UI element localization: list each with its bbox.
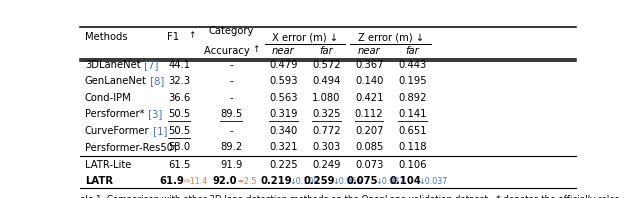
Text: 61.5: 61.5 — [168, 160, 190, 169]
Text: 0.249: 0.249 — [312, 160, 340, 169]
Text: far: far — [406, 46, 419, 56]
Text: ✒2.5: ✒2.5 — [237, 176, 257, 186]
Text: 0.340: 0.340 — [269, 126, 298, 136]
Text: 0.073: 0.073 — [355, 160, 383, 169]
Text: 0.321: 0.321 — [269, 142, 298, 152]
Text: 0.772: 0.772 — [312, 126, 341, 136]
Text: 0.443: 0.443 — [398, 60, 426, 70]
Text: Persformer*: Persformer* — [85, 109, 145, 119]
Text: 0.219: 0.219 — [260, 176, 292, 186]
Text: 91.9: 91.9 — [220, 160, 243, 169]
Text: -: - — [230, 60, 233, 70]
Text: 0.892: 0.892 — [398, 93, 427, 103]
Text: 0.651: 0.651 — [398, 126, 427, 136]
Text: 61.9: 61.9 — [160, 176, 185, 186]
Text: 92.0: 92.0 — [212, 176, 237, 186]
Text: GenLaneNet: GenLaneNet — [85, 76, 147, 86]
Text: 0.319: 0.319 — [269, 109, 298, 119]
Text: Persformer-Res50†: Persformer-Res50† — [85, 142, 178, 152]
Text: 0.593: 0.593 — [269, 76, 298, 86]
Text: 0.207: 0.207 — [355, 126, 383, 136]
Text: 0.479: 0.479 — [269, 60, 298, 70]
Text: [3]: [3] — [145, 109, 162, 119]
Text: [1]: [1] — [150, 126, 167, 136]
Text: 0.118: 0.118 — [398, 142, 427, 152]
Text: ↓0.037: ↓0.037 — [419, 176, 447, 186]
Text: 1.080: 1.080 — [312, 93, 340, 103]
Text: 36.6: 36.6 — [168, 93, 190, 103]
Text: 0.085: 0.085 — [355, 142, 383, 152]
Text: 0.572: 0.572 — [312, 60, 341, 70]
Text: ↑: ↑ — [188, 31, 196, 40]
Text: 0.112: 0.112 — [355, 109, 383, 119]
Text: [7]: [7] — [141, 60, 158, 70]
Text: 0.141: 0.141 — [398, 109, 427, 119]
Text: 3DLaneNet: 3DLaneNet — [85, 60, 141, 70]
Text: 0.367: 0.367 — [355, 60, 383, 70]
Text: 0.259: 0.259 — [304, 176, 335, 186]
Text: near: near — [358, 46, 381, 56]
Text: Category: Category — [209, 26, 254, 36]
Text: F1: F1 — [166, 32, 182, 43]
Text: Methods: Methods — [85, 32, 127, 43]
Text: ↓0.037: ↓0.037 — [375, 176, 404, 186]
Text: Accuracy: Accuracy — [204, 46, 253, 56]
Text: 50.5: 50.5 — [168, 126, 190, 136]
Text: CurveFormer: CurveFormer — [85, 126, 150, 136]
Text: Z error (m) ↓: Z error (m) ↓ — [358, 32, 424, 43]
Text: 0.104: 0.104 — [389, 176, 421, 186]
Text: -: - — [230, 93, 233, 103]
Text: 32.3: 32.3 — [168, 76, 190, 86]
Text: 0.325: 0.325 — [312, 109, 340, 119]
Text: LATR: LATR — [85, 176, 113, 186]
Text: 0.303: 0.303 — [312, 142, 340, 152]
Text: 0.106: 0.106 — [398, 160, 427, 169]
Text: 0.225: 0.225 — [269, 160, 298, 169]
Text: 0.075: 0.075 — [346, 176, 378, 186]
Text: 0.421: 0.421 — [355, 93, 383, 103]
Text: [8]: [8] — [147, 76, 164, 86]
Text: 44.1: 44.1 — [168, 60, 190, 70]
Text: 0.195: 0.195 — [398, 76, 427, 86]
Text: ↑: ↑ — [252, 45, 260, 54]
Text: 53.0: 53.0 — [168, 142, 190, 152]
Text: 0.140: 0.140 — [355, 76, 383, 86]
Text: X error (m) ↓: X error (m) ↓ — [272, 32, 338, 43]
Text: 50.5: 50.5 — [168, 109, 190, 119]
Text: LATR-Lite: LATR-Lite — [85, 160, 131, 169]
Text: 0.563: 0.563 — [269, 93, 298, 103]
Text: 89.5: 89.5 — [220, 109, 243, 119]
Text: ↓0.066: ↓0.066 — [332, 176, 362, 186]
Text: -: - — [230, 126, 233, 136]
Text: far: far — [319, 46, 333, 56]
Text: -: - — [230, 76, 233, 86]
Text: ole 1. Comparison with other 3D lane detection methods on the OpenLane validatio: ole 1. Comparison with other 3D lane det… — [80, 194, 620, 198]
Text: near: near — [272, 46, 295, 56]
Text: Cond-IPM: Cond-IPM — [85, 93, 132, 103]
Text: ✑11.4: ✑11.4 — [184, 176, 209, 186]
Text: ↓0.100: ↓0.100 — [289, 176, 319, 186]
Text: 89.2: 89.2 — [220, 142, 243, 152]
Text: 0.494: 0.494 — [312, 76, 340, 86]
